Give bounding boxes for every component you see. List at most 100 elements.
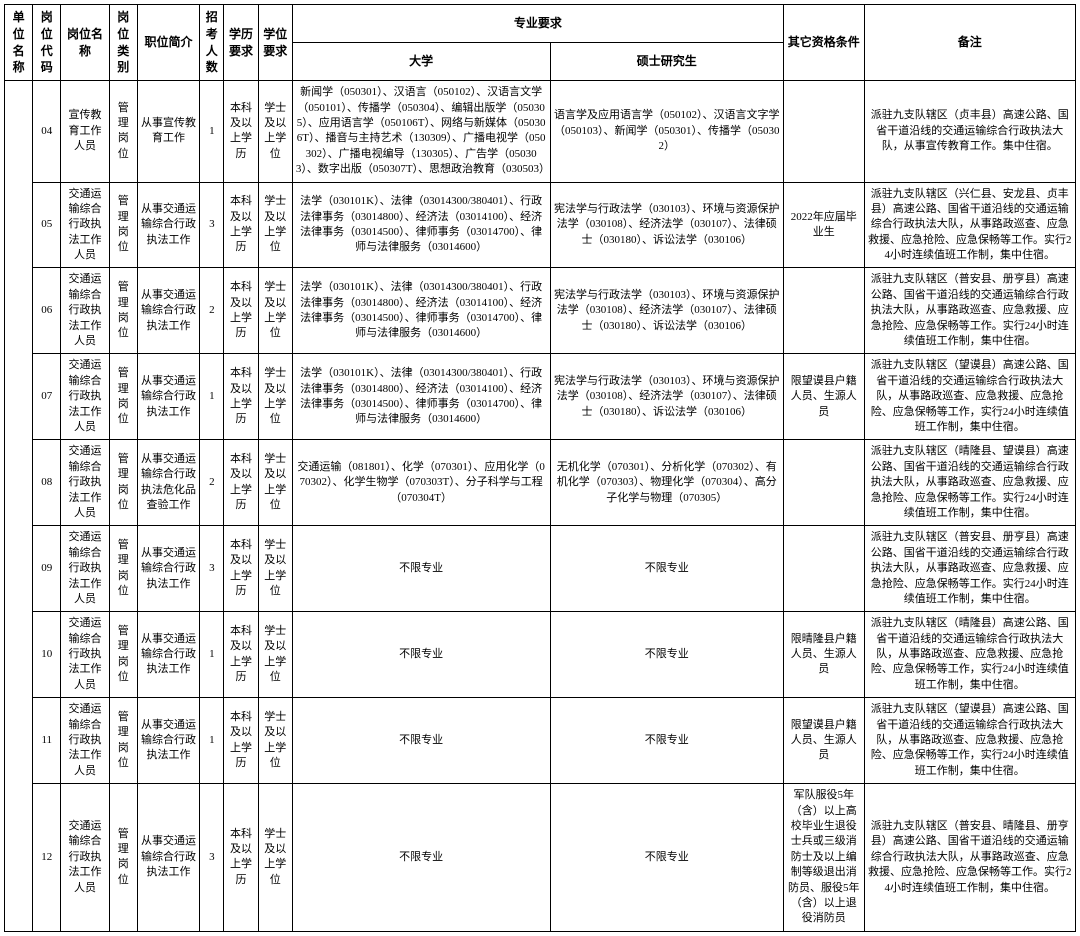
cell-major-ug: 法学（030101K）、法律（03014300/380401）、行政法律事务（0… — [292, 182, 550, 268]
cell-deg: 学士及以上学位 — [258, 612, 292, 698]
cell-count: 3 — [200, 526, 224, 612]
cell-remark: 派驻九支队辖区（望谟县）高速公路、国省干道沿线的交通运输综合行政执法大队，从事路… — [864, 354, 1075, 440]
cell-major-pg: 语言学及应用语言学（050102）、汉语言文字学（050103）、新闻学（050… — [550, 81, 784, 182]
cell-code: 06 — [33, 268, 61, 354]
cell-pname: 交通运输综合行政执法工作人员 — [61, 784, 109, 932]
col-count: 招考人数 — [200, 5, 224, 81]
cell-ptype: 管理岗位 — [109, 526, 137, 612]
cell-desc: 从事宣传教育工作 — [137, 81, 199, 182]
cell-pname: 交通运输综合行政执法工作人员 — [61, 268, 109, 354]
cell-code: 08 — [33, 440, 61, 526]
table-row: 08交通运输综合行政执法工作人员管理岗位从事交通运输综合行政执法危化品查验工作2… — [5, 440, 1076, 526]
cell-other — [784, 268, 865, 354]
cell-deg: 学士及以上学位 — [258, 268, 292, 354]
cell-pname: 交通运输综合行政执法工作人员 — [61, 182, 109, 268]
col-deg: 学位要求 — [258, 5, 292, 81]
table-row: 12交通运输综合行政执法工作人员管理岗位从事交通运输综合行政执法工作3本科及以上… — [5, 784, 1076, 932]
col-major-ug: 大学 — [292, 43, 550, 81]
cell-major-pg: 无机化学（070301）、分析化学（070302）、有机化学（070303）、物… — [550, 440, 784, 526]
recruitment-table: 单位名称 岗位代码 岗位名称 岗位类别 职位简介 招考人数 学历要求 学位要求 … — [4, 4, 1076, 932]
col-major-group: 专业要求 — [292, 5, 783, 43]
cell-major-ug: 不限专业 — [292, 784, 550, 932]
cell-deg: 学士及以上学位 — [258, 526, 292, 612]
cell-edu: 本科及以上学历 — [224, 612, 258, 698]
cell-remark: 派驻九支队辖区（普安县、册亨县）高速公路、国省干道沿线的交通运输综合行政执法大队… — [864, 526, 1075, 612]
cell-major-ug: 不限专业 — [292, 612, 550, 698]
cell-unit — [5, 81, 33, 932]
table-row: 04宣传教育工作人员管理岗位从事宣传教育工作1本科及以上学历学士及以上学位新闻学… — [5, 81, 1076, 182]
cell-ptype: 管理岗位 — [109, 784, 137, 932]
cell-edu: 本科及以上学历 — [224, 354, 258, 440]
cell-code: 11 — [33, 698, 61, 784]
cell-deg: 学士及以上学位 — [258, 182, 292, 268]
table-row: 05交通运输综合行政执法工作人员管理岗位从事交通运输综合行政执法工作3本科及以上… — [5, 182, 1076, 268]
col-unit: 单位名称 — [5, 5, 33, 81]
cell-other: 军队服役5年（含）以上高校毕业生退役士兵或三级消防士及以上编制等级退出消防员、服… — [784, 784, 865, 932]
cell-other: 限望谟县户籍人员、生源人员 — [784, 354, 865, 440]
cell-desc: 从事交通运输综合行政执法工作 — [137, 784, 199, 932]
table-row: 10交通运输综合行政执法工作人员管理岗位从事交通运输综合行政执法工作1本科及以上… — [5, 612, 1076, 698]
cell-major-pg: 不限专业 — [550, 698, 784, 784]
cell-major-ug: 交通运输（081801）、化学（070301）、应用化学（070302）、化学生… — [292, 440, 550, 526]
cell-major-pg: 不限专业 — [550, 526, 784, 612]
cell-code: 04 — [33, 81, 61, 182]
cell-edu: 本科及以上学历 — [224, 182, 258, 268]
cell-pname: 交通运输综合行政执法工作人员 — [61, 698, 109, 784]
cell-remark: 派驻九支队辖区（望谟县）高速公路、国省干道沿线的交通运输综合行政执法大队，从事路… — [864, 698, 1075, 784]
cell-desc: 从事交通运输综合行政执法工作 — [137, 612, 199, 698]
cell-count: 3 — [200, 182, 224, 268]
cell-count: 2 — [200, 440, 224, 526]
cell-major-ug: 新闻学（050301）、汉语言（050102）、汉语言文学（050101）、传播… — [292, 81, 550, 182]
cell-pname: 交通运输综合行政执法工作人员 — [61, 612, 109, 698]
cell-pname: 交通运输综合行政执法工作人员 — [61, 440, 109, 526]
cell-pname: 交通运输综合行政执法工作人员 — [61, 526, 109, 612]
cell-major-pg: 宪法学与行政法学（030103）、环境与资源保护法学（030108）、经济法学（… — [550, 354, 784, 440]
col-ptype: 岗位类别 — [109, 5, 137, 81]
table-row: 07交通运输综合行政执法工作人员管理岗位从事交通运输综合行政执法工作1本科及以上… — [5, 354, 1076, 440]
cell-deg: 学士及以上学位 — [258, 440, 292, 526]
cell-desc: 从事交通运输综合行政执法工作 — [137, 698, 199, 784]
cell-major-ug: 法学（030101K）、法律（03014300/380401）、行政法律事务（0… — [292, 354, 550, 440]
cell-ptype: 管理岗位 — [109, 612, 137, 698]
cell-code: 12 — [33, 784, 61, 932]
col-desc: 职位简介 — [137, 5, 199, 81]
cell-pname: 宣传教育工作人员 — [61, 81, 109, 182]
cell-other — [784, 440, 865, 526]
cell-major-ug: 不限专业 — [292, 698, 550, 784]
cell-edu: 本科及以上学历 — [224, 784, 258, 932]
col-other: 其它资格条件 — [784, 5, 865, 81]
cell-major-pg: 宪法学与行政法学（030103）、环境与资源保护法学（030108）、经济法学（… — [550, 182, 784, 268]
cell-other: 2022年应届毕业生 — [784, 182, 865, 268]
table-body: 04宣传教育工作人员管理岗位从事宣传教育工作1本科及以上学历学士及以上学位新闻学… — [5, 81, 1076, 932]
cell-code: 07 — [33, 354, 61, 440]
cell-edu: 本科及以上学历 — [224, 268, 258, 354]
cell-major-pg: 宪法学与行政法学（030103）、环境与资源保护法学（030108）、经济法学（… — [550, 268, 784, 354]
cell-other: 限晴隆县户籍人员、生源人员 — [784, 612, 865, 698]
table-row: 06交通运输综合行政执法工作人员管理岗位从事交通运输综合行政执法工作2本科及以上… — [5, 268, 1076, 354]
cell-code: 09 — [33, 526, 61, 612]
cell-edu: 本科及以上学历 — [224, 81, 258, 182]
cell-major-pg: 不限专业 — [550, 612, 784, 698]
cell-desc: 从事交通运输综合行政执法工作 — [137, 182, 199, 268]
cell-ptype: 管理岗位 — [109, 440, 137, 526]
cell-pname: 交通运输综合行政执法工作人员 — [61, 354, 109, 440]
cell-other — [784, 526, 865, 612]
table-row: 11交通运输综合行政执法工作人员管理岗位从事交通运输综合行政执法工作1本科及以上… — [5, 698, 1076, 784]
cell-ptype: 管理岗位 — [109, 81, 137, 182]
cell-count: 2 — [200, 268, 224, 354]
cell-major-ug: 法学（030101K）、法律（03014300/380401）、行政法律事务（0… — [292, 268, 550, 354]
cell-count: 3 — [200, 784, 224, 932]
col-edu: 学历要求 — [224, 5, 258, 81]
table-row: 09交通运输综合行政执法工作人员管理岗位从事交通运输综合行政执法工作3本科及以上… — [5, 526, 1076, 612]
cell-remark: 派驻九支队辖区（兴仁县、安龙县、贞丰县）高速公路、国省干道沿线的交通运输综合行政… — [864, 182, 1075, 268]
col-pname: 岗位名称 — [61, 5, 109, 81]
cell-count: 1 — [200, 81, 224, 182]
cell-remark: 派驻九支队辖区（贞丰县）高速公路、国省干道沿线的交通运输综合行政执法大队，从事宣… — [864, 81, 1075, 182]
cell-count: 1 — [200, 354, 224, 440]
cell-ptype: 管理岗位 — [109, 182, 137, 268]
cell-ptype: 管理岗位 — [109, 354, 137, 440]
cell-other: 限望谟县户籍人员、生源人员 — [784, 698, 865, 784]
cell-edu: 本科及以上学历 — [224, 698, 258, 784]
cell-desc: 从事交通运输综合行政执法工作 — [137, 354, 199, 440]
cell-major-ug: 不限专业 — [292, 526, 550, 612]
